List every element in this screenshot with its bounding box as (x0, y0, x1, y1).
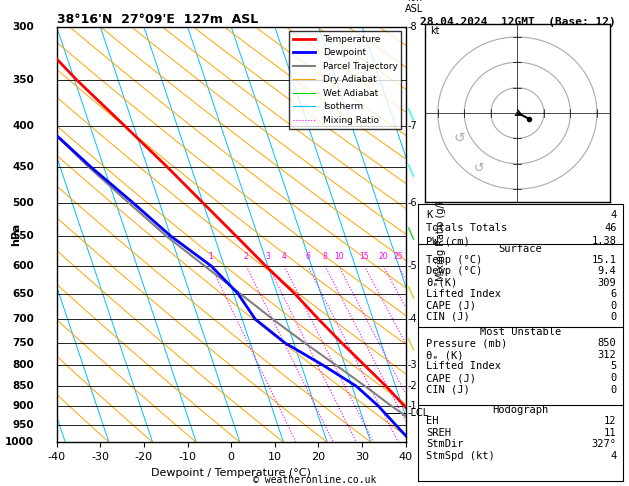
Text: 850: 850 (12, 381, 34, 391)
Text: -8: -8 (408, 22, 417, 32)
Text: Dewp (°C): Dewp (°C) (426, 266, 482, 276)
Text: -7: -7 (408, 121, 417, 131)
Text: -3: -3 (408, 360, 417, 370)
Text: 46: 46 (604, 223, 616, 233)
Text: Mixing Ratio (g/kg): Mixing Ratio (g/kg) (436, 189, 445, 280)
Text: 400: 400 (12, 121, 34, 131)
Text: Pressure (mb): Pressure (mb) (426, 338, 508, 348)
Text: 550: 550 (12, 231, 34, 241)
Text: 950: 950 (13, 419, 34, 430)
Text: StmDir: StmDir (426, 439, 464, 449)
Text: 650: 650 (12, 289, 34, 298)
Text: hPa: hPa (11, 223, 21, 246)
Text: 38°16'N  27°09'E  127m  ASL: 38°16'N 27°09'E 127m ASL (57, 13, 258, 26)
X-axis label: Dewpoint / Temperature (°C): Dewpoint / Temperature (°C) (151, 468, 311, 478)
Text: kt: kt (430, 26, 440, 36)
Text: 4: 4 (610, 451, 616, 461)
Text: 0: 0 (610, 373, 616, 383)
Text: /: / (406, 286, 420, 301)
Text: $\circlearrowleft$: $\circlearrowleft$ (452, 131, 467, 145)
Text: 20: 20 (379, 252, 388, 261)
Text: 8: 8 (323, 252, 327, 261)
Text: 0: 0 (610, 300, 616, 311)
Text: CIN (J): CIN (J) (426, 385, 470, 395)
Text: 450: 450 (12, 162, 34, 172)
Text: 300: 300 (12, 22, 34, 32)
Text: 3: 3 (265, 252, 270, 261)
Text: km
ASL: km ASL (405, 0, 423, 14)
Text: CAPE (J): CAPE (J) (426, 373, 476, 383)
Text: /: / (406, 338, 420, 353)
Text: EH: EH (426, 416, 439, 426)
Text: 2: 2 (244, 252, 248, 261)
Text: -6: -6 (408, 198, 417, 208)
Text: $\circlearrowleft$: $\circlearrowleft$ (470, 162, 484, 175)
Text: -LCL: -LCL (408, 408, 429, 418)
Text: 25: 25 (394, 252, 403, 261)
Text: 600: 600 (12, 261, 34, 271)
Text: PW (cm): PW (cm) (426, 236, 470, 246)
Text: Temp (°C): Temp (°C) (426, 255, 482, 264)
Text: θₑ (K): θₑ (K) (426, 350, 464, 360)
Text: Most Unstable: Most Unstable (480, 327, 561, 337)
Text: 28.04.2024  12GMT  (Base: 12): 28.04.2024 12GMT (Base: 12) (420, 17, 616, 27)
Text: 6: 6 (610, 289, 616, 299)
Text: -1: -1 (408, 401, 417, 411)
Text: 12: 12 (604, 416, 616, 426)
Text: 10: 10 (334, 252, 343, 261)
Text: Lifted Index: Lifted Index (426, 362, 501, 371)
Text: CAPE (J): CAPE (J) (426, 300, 476, 311)
Text: 0: 0 (610, 312, 616, 322)
Text: 5: 5 (610, 362, 616, 371)
Text: Hodograph: Hodograph (493, 405, 548, 415)
Legend: Temperature, Dewpoint, Parcel Trajectory, Dry Adiabat, Wet Adiabat, Isotherm, Mi: Temperature, Dewpoint, Parcel Trajectory… (289, 31, 401, 129)
Text: 1000: 1000 (5, 437, 34, 447)
Text: -4: -4 (408, 314, 417, 324)
Text: 0: 0 (610, 385, 616, 395)
Text: /: / (406, 226, 420, 242)
Text: 1.38: 1.38 (592, 236, 616, 246)
Text: 4: 4 (282, 252, 287, 261)
Text: /: / (406, 108, 420, 122)
Text: 350: 350 (12, 75, 34, 85)
Text: 700: 700 (12, 314, 34, 324)
Text: -5: -5 (408, 261, 417, 271)
Text: /: / (406, 163, 420, 178)
Text: © weatheronline.co.uk: © weatheronline.co.uk (253, 475, 376, 485)
Text: 1: 1 (209, 252, 213, 261)
Text: 750: 750 (12, 338, 34, 348)
Text: 500: 500 (12, 198, 34, 208)
Text: 6: 6 (305, 252, 310, 261)
Text: 900: 900 (13, 401, 34, 411)
Text: StmSpd (kt): StmSpd (kt) (426, 451, 495, 461)
Text: 850: 850 (598, 338, 616, 348)
Text: -2: -2 (408, 381, 417, 391)
Text: 800: 800 (12, 360, 34, 370)
Text: Lifted Index: Lifted Index (426, 289, 501, 299)
Text: 15: 15 (360, 252, 369, 261)
Text: 4: 4 (610, 210, 616, 220)
Text: CIN (J): CIN (J) (426, 312, 470, 322)
Text: 15.1: 15.1 (592, 255, 616, 264)
Text: Surface: Surface (499, 244, 542, 254)
Text: 9.4: 9.4 (598, 266, 616, 276)
Text: θₑ(K): θₑ(K) (426, 278, 458, 288)
Text: Totals Totals: Totals Totals (426, 223, 508, 233)
Text: K: K (426, 210, 433, 220)
Text: 327°: 327° (592, 439, 616, 449)
Text: 312: 312 (598, 350, 616, 360)
Text: 11: 11 (604, 428, 616, 438)
Text: SREH: SREH (426, 428, 452, 438)
Text: 309: 309 (598, 278, 616, 288)
